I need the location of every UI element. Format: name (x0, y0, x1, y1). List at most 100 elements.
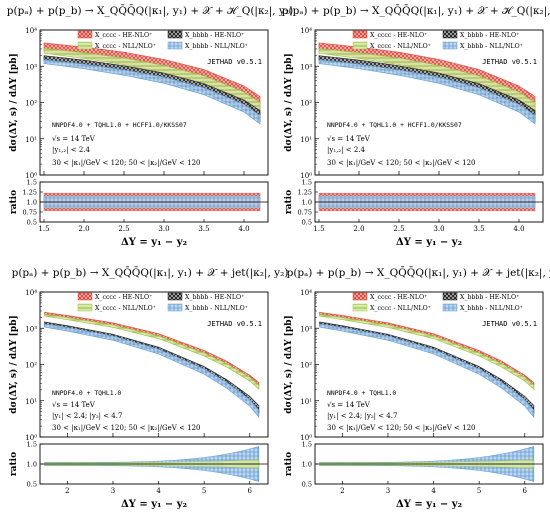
ratio-axis-label: ratio (284, 190, 294, 214)
x-tick-label: 5 (477, 487, 481, 495)
ratio-tick-label: 1.5 (27, 441, 37, 449)
legend-entry: X_cccc - NLL/NLO⁺ (95, 305, 156, 312)
ratio-tick-label: 1.5 (302, 441, 312, 449)
chart-title: p(pₐ) + p(p_b) → X_QQ̄Q̄Q(|κ₁|, y₁) + 𝒳 … (282, 4, 550, 18)
annotation-text: 30 < |κ₁|/GeV < 120; 50 < |κ₂|/GeV < 120 (52, 159, 200, 167)
legend-entry: X_bbbb - HE-NLO⁺ (185, 294, 244, 301)
ratio-tick-label: 1.0 (302, 461, 312, 469)
legend-swatch (77, 30, 93, 39)
x-tick-label: 2.5 (393, 225, 404, 233)
chart-panel: p(pₐ) + p(p_b) → X_QQ̄Q̄Q(|κ₁|, y₁) + 𝒳 … (282, 4, 550, 248)
annotation-text: 30 < |κ₁|/GeV < 120; 50 < |κ₂|/GeV < 120 (327, 159, 475, 167)
x-tick-label: 3 (386, 487, 390, 495)
legend-swatch (352, 41, 368, 50)
legend-entry: X_cccc - HE-NLO⁺ (95, 294, 152, 301)
legend-entry: X_bbbb - HE-NLO⁺ (460, 294, 519, 301)
x-tick-label: 6 (523, 487, 528, 495)
legend-swatch (167, 41, 183, 50)
y-tick-label: 10³ (25, 325, 37, 333)
legend-entry: X_cccc - NLL/NLO⁺ (95, 43, 156, 50)
series-band (44, 313, 260, 390)
ratio-tick-label: 1.25 (298, 189, 312, 197)
legend-swatch (167, 30, 183, 39)
annotation-text: √s = 14 TeV (52, 401, 96, 409)
watermark-label: JETHAD v0.5.1 (207, 58, 262, 66)
y-tick-label: 10⁰ (25, 172, 37, 180)
legend-entry: X_cccc - HE-NLO⁺ (370, 32, 427, 39)
legend-entry: X_bbbb - NLL/NLO⁺ (460, 305, 523, 312)
legend-swatch (442, 41, 458, 50)
legend-swatch (442, 303, 458, 312)
annotation-text: NNPDF4.0 + TQHL1.0 + HCFF1.0/KKSS07 (52, 121, 187, 129)
ratio-tick-label: 0.5 (27, 481, 37, 489)
legend-entry: X_bbbb - NLL/NLO⁺ (185, 305, 248, 312)
series-band (318, 59, 536, 125)
legend-swatch (352, 292, 368, 301)
x-tick-label: 2 (340, 487, 344, 495)
legend-swatch (442, 30, 458, 39)
y-tick-label: 10² (300, 100, 312, 108)
x-tick-label: 6 (248, 487, 253, 495)
legend-entry: X_cccc - HE-NLO⁺ (95, 32, 152, 39)
y-tick-label: 10⁰ (300, 434, 312, 442)
y-axis-label: dσ(ΔY, s) / dΔY [pb] (8, 315, 19, 414)
x-tick-label: 1.5 (313, 225, 324, 233)
x-tick-label: 1.5 (38, 225, 49, 233)
annotation-text: |y₁,₂| < 2.4 (327, 146, 366, 154)
ratio-axis-label: ratio (9, 190, 19, 214)
y-tick-label: 10³ (300, 63, 312, 71)
ratio-tick-label: 1.0 (27, 461, 37, 469)
ratio-axis-label: ratio (284, 452, 294, 476)
chart-title: p(pₐ) + p(p_b) → X_QQ̄Q̄Q(|κ₁|, y₁) + 𝒳 … (287, 266, 550, 280)
chart-title: p(pₐ) + p(p_b) → X_QQ̄Q̄Q(|κ₁|, y₁) + 𝒳 … (12, 266, 289, 280)
legend-swatch (167, 303, 183, 312)
annotation-text: √s = 14 TeV (327, 401, 371, 409)
y-axis-label: dσ(ΔY, s) / dΔY [pb] (283, 315, 294, 414)
annotation-text: NNPDF4.0 + TQHL1.0 (52, 389, 121, 397)
ratio-tick-label: 1.5 (27, 179, 37, 187)
y-tick-label: 10¹ (300, 398, 312, 406)
ratio-tick-label: 1.25 (23, 189, 37, 197)
x-tick-label: 3.0 (158, 225, 169, 233)
annotation-text: NNPDF4.0 + TQHL1.0 (327, 389, 396, 397)
x-axis-label: ΔY = y₁ − y₂ (121, 499, 187, 510)
x-axis-label: ΔY = y₁ − y₂ (121, 237, 187, 248)
x-tick-label: 2 (65, 487, 69, 495)
series-band (319, 323, 535, 419)
legend-swatch (77, 303, 93, 312)
y-tick-label: 10⁴ (300, 289, 312, 297)
legend-entry: X_bbbb - NLL/NLO⁺ (460, 43, 523, 50)
legend-entry: X_cccc - NLL/NLO⁺ (370, 43, 431, 50)
y-tick-label: 10⁰ (25, 434, 37, 442)
x-tick-label: 3.0 (433, 225, 444, 233)
x-axis-label: ΔY = y₁ − y₂ (396, 237, 462, 248)
series-band (44, 323, 260, 419)
watermark-label: JETHAD v0.5.1 (207, 320, 262, 328)
x-tick-label: 4.0 (513, 225, 524, 233)
x-tick-label: 2.5 (118, 225, 129, 233)
watermark-label: JETHAD v0.5.1 (482, 58, 537, 66)
annotation-text: NNPDF4.0 + TQHL1.0 + HCFF1.0/KKSS07 (327, 121, 462, 129)
y-tick-label: 10⁴ (25, 289, 37, 297)
ratio-tick-label: 1.0 (302, 199, 312, 207)
ratio-tick-label: 0.5 (302, 481, 312, 489)
y-tick-label: 10¹ (25, 136, 37, 144)
legend-entry: X_cccc - NLL/NLO⁺ (370, 305, 431, 312)
ratio-tick-label: 0.75 (298, 209, 312, 217)
watermark-label: JETHAD v0.5.1 (482, 320, 537, 328)
ratio-tick-label: 1.5 (302, 179, 312, 187)
legend-swatch (77, 292, 93, 301)
legend-swatch (352, 30, 368, 39)
chart-title: p(pₐ) + p(p_b) → X_QQ̄Q̄Q(|κ₁|, y₁) + 𝒳 … (7, 4, 293, 18)
y-tick-label: 10⁰ (300, 172, 312, 180)
y-tick-label: 10² (25, 100, 37, 108)
y-tick-label: 10¹ (25, 398, 37, 406)
series-band (319, 313, 535, 390)
legend-entry: X_bbbb - HE-NLO⁺ (460, 32, 519, 39)
legend-swatch (167, 292, 183, 301)
annotation-text: 30 < |κ₁|/GeV < 120; 50 < |κ₂|/GeV < 120 (52, 424, 200, 432)
ratio-tick-label: 1.0 (27, 199, 37, 207)
x-tick-label: 3 (111, 487, 115, 495)
